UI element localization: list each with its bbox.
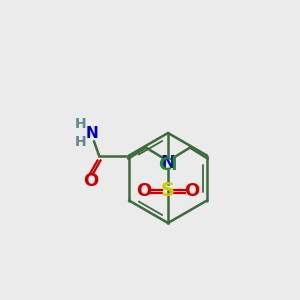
Text: O: O — [136, 182, 152, 200]
Text: H: H — [75, 134, 87, 148]
Text: N: N — [160, 154, 175, 172]
Text: N: N — [86, 126, 98, 141]
Text: Cl: Cl — [158, 156, 178, 174]
Text: S: S — [161, 182, 175, 200]
Text: H: H — [75, 116, 87, 130]
Text: O: O — [184, 182, 200, 200]
Text: O: O — [83, 172, 99, 190]
